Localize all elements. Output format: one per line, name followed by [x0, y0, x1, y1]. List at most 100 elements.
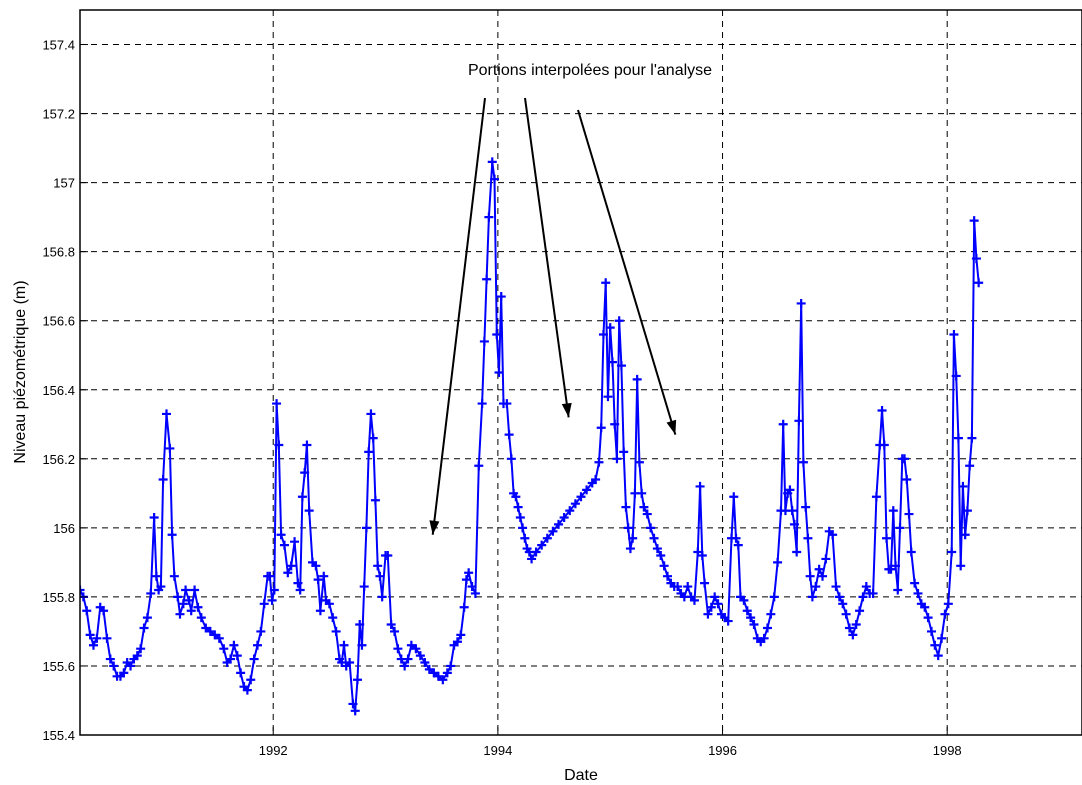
data-point: [370, 495, 380, 505]
data-point: [324, 599, 334, 609]
y-tick-label: 157.4: [42, 38, 75, 53]
data-point: [494, 368, 504, 377]
data-point: [582, 485, 592, 495]
data-point: [956, 561, 966, 571]
data-point: [888, 506, 898, 516]
x-axis-label: Date: [564, 767, 598, 784]
data-point: [161, 409, 171, 419]
data-point: [607, 357, 617, 367]
data-point: [304, 506, 314, 516]
data-point: [619, 447, 629, 457]
data-point: [610, 419, 620, 429]
data-point: [974, 278, 984, 288]
data-point: [596, 423, 606, 433]
data-point: [420, 658, 430, 667]
data-point: [390, 626, 400, 636]
data-point: [442, 668, 452, 678]
data-point: [794, 416, 804, 426]
data-point: [300, 468, 310, 478]
data-point: [252, 640, 262, 650]
data-point: [598, 330, 608, 340]
data-point: [951, 371, 961, 381]
y-tick-label: 156.2: [42, 452, 75, 467]
data-point: [411, 644, 421, 654]
data-point: [269, 585, 279, 595]
data-point: [99, 606, 109, 616]
data-point: [272, 399, 282, 409]
data-point: [518, 523, 528, 533]
data-point: [236, 668, 246, 678]
data-point: [891, 561, 901, 571]
data-point: [479, 336, 489, 346]
data-point: [158, 475, 168, 485]
data-point: [801, 502, 811, 512]
data-point: [913, 588, 923, 598]
data-point: [739, 595, 749, 605]
data-point: [656, 550, 666, 560]
data-point: [969, 216, 979, 226]
data-point: [769, 592, 779, 602]
data-point: [828, 530, 838, 540]
data-point: [855, 606, 865, 616]
data-point: [906, 547, 916, 557]
data-point: [785, 485, 795, 495]
data-point: [703, 609, 713, 619]
data-point: [219, 644, 229, 654]
data-point: [803, 533, 813, 543]
data-point: [452, 637, 462, 647]
data-point: [403, 654, 413, 664]
data-point: [383, 550, 393, 560]
data-point: [554, 519, 564, 529]
data-point: [971, 254, 981, 264]
data-point: [184, 595, 194, 605]
data-point: [196, 613, 206, 623]
data-point: [729, 492, 739, 502]
x-tick-label: 1992: [259, 743, 288, 758]
data-point: [926, 626, 936, 636]
data-point: [393, 644, 403, 654]
data-point: [88, 640, 98, 650]
data-point: [605, 323, 615, 333]
data-point: [723, 616, 733, 626]
data-point: [283, 568, 293, 578]
data-point: [506, 454, 516, 464]
data-point: [126, 661, 136, 671]
data-point: [504, 430, 514, 440]
data-point: [190, 585, 200, 595]
data-point: [933, 651, 943, 661]
data-point: [279, 540, 289, 550]
data-point: [82, 606, 92, 616]
y-tick-label: 156.6: [42, 314, 75, 329]
annotation-text: Portions interpolées pour l'analyse: [468, 62, 712, 79]
data-point: [286, 561, 296, 571]
data-point: [542, 533, 552, 543]
data-point: [616, 361, 626, 371]
annotation: Portions interpolées pour l'analyse: [429, 62, 712, 535]
data-point: [80, 585, 85, 595]
data-point: [357, 640, 367, 650]
data-point: [683, 582, 693, 592]
data-point: [181, 585, 191, 595]
annotation-arrowhead: [666, 419, 677, 435]
data-point: [649, 533, 659, 543]
data-point: [805, 571, 815, 581]
data-point: [789, 519, 799, 529]
y-tick-label: 155.8: [42, 590, 75, 605]
data-point: [146, 588, 156, 598]
data-point: [186, 606, 196, 616]
data-point: [136, 644, 146, 654]
y-tick-label: 157: [53, 176, 75, 191]
data-point: [858, 592, 868, 602]
data-point: [345, 658, 355, 667]
data-point: [132, 651, 142, 661]
data-point: [943, 599, 953, 609]
data-point: [673, 582, 683, 592]
data-point: [377, 592, 387, 602]
data-point: [119, 668, 129, 678]
data-point: [331, 626, 341, 636]
data-point: [700, 578, 710, 588]
data-point: [364, 447, 374, 457]
data-point: [947, 547, 957, 557]
x-tick-label: 1996: [708, 743, 737, 758]
data-point: [634, 457, 644, 467]
